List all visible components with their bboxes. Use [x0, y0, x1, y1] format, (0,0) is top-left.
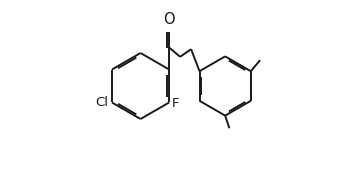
- Text: O: O: [163, 12, 175, 27]
- Text: Cl: Cl: [96, 96, 108, 109]
- Text: F: F: [172, 97, 179, 110]
